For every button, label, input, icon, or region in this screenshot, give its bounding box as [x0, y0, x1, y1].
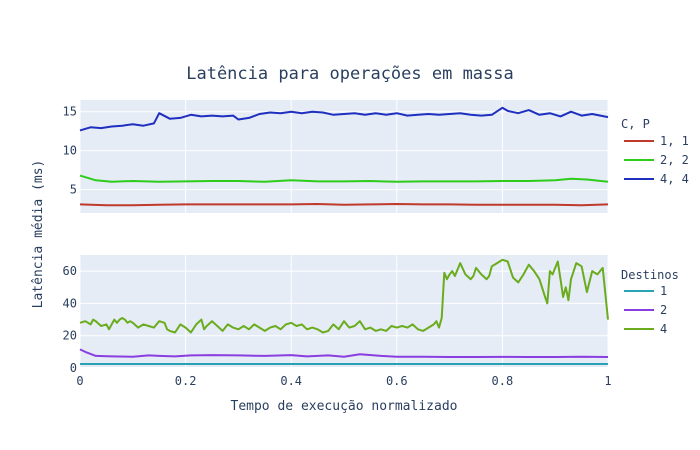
grid-bottom: [79, 255, 609, 369]
x-tick-label: 0.8: [492, 374, 514, 388]
series-group-top: [79, 106, 609, 207]
legend-item-label: 1, 1: [660, 134, 689, 148]
y-axis-title: Latência média (ms): [31, 160, 46, 309]
x-tick-label: 0.6: [386, 374, 408, 388]
x-tick-label: 1: [604, 374, 611, 388]
y-tick-label: 40: [63, 296, 77, 310]
y-tick-label: 5: [70, 183, 77, 197]
legend-item-label: 2: [660, 303, 667, 317]
y-tick-label: 10: [63, 144, 77, 158]
panel-top: 5 10 15: [63, 100, 609, 213]
plot-area-top: [80, 100, 608, 213]
y-tick-label: 15: [63, 105, 77, 119]
x-tick-label: 0.2: [175, 374, 197, 388]
y-axis-ticks-top: 5 10 15: [63, 105, 77, 197]
series-line-1-1: [79, 203, 609, 207]
x-axis-title: Tempo de execução normalizado: [231, 399, 458, 414]
series-group-bottom: [79, 258, 609, 365]
y-tick-label: 60: [63, 264, 77, 278]
chart-title: Latência para operações em massa: [186, 64, 514, 84]
series-line-4: [79, 258, 609, 334]
legend-top: C, P 1, 1 2, 2 4, 4: [621, 117, 689, 186]
y-tick-label: 0: [70, 361, 77, 375]
legend-item-label: 4, 4: [660, 172, 689, 186]
plot-area-bottom: [80, 255, 608, 368]
x-tick-label: 0: [76, 374, 83, 388]
legend-title-bottom: Destinos: [621, 268, 679, 282]
x-tick-label: 0.4: [280, 374, 302, 388]
series-line-4-4: [79, 106, 609, 132]
series-line-2-2: [79, 174, 609, 183]
series-line-2: [79, 348, 609, 358]
legend-item-label: 4: [660, 322, 667, 336]
legend-item-label: 2, 2: [660, 153, 689, 167]
x-axis-ticks: 0 0.2 0.4 0.6 0.8 1: [76, 374, 611, 388]
y-axis-ticks-bottom: 0 20 40 60: [63, 264, 77, 375]
legend-title-top: C, P: [621, 117, 650, 131]
legend-item-label: 1: [660, 284, 667, 298]
y-tick-label: 20: [63, 329, 77, 343]
legend-bottom: Destinos 1 2 4: [621, 268, 679, 336]
panel-bottom: 0 20 40 60 0 0.2 0.4 0.6 0.8 1: [63, 255, 612, 388]
